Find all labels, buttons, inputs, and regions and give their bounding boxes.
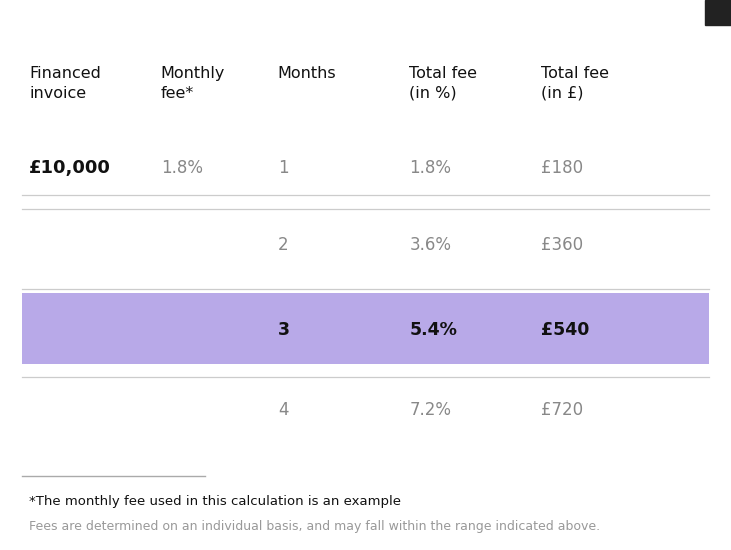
Text: 3.6%: 3.6% — [409, 236, 451, 254]
Text: Total fee
(in £): Total fee (in £) — [541, 66, 609, 101]
Text: Financed
invoice: Financed invoice — [29, 66, 101, 101]
Text: 1.8%: 1.8% — [409, 159, 451, 177]
Text: £720: £720 — [541, 401, 583, 419]
Text: £10,000: £10,000 — [29, 159, 111, 177]
Text: Monthly
fee*: Monthly fee* — [161, 66, 225, 101]
Text: 4: 4 — [278, 401, 288, 419]
Text: 7.2%: 7.2% — [409, 401, 451, 419]
Text: £360: £360 — [541, 236, 583, 254]
Text: £180: £180 — [541, 159, 583, 177]
Text: Months: Months — [278, 66, 336, 81]
Text: 3: 3 — [278, 321, 289, 339]
Text: 1.8%: 1.8% — [161, 159, 202, 177]
Text: 5.4%: 5.4% — [409, 321, 457, 339]
Text: £540: £540 — [541, 321, 589, 339]
Bar — [705, 0, 731, 25]
Text: 2: 2 — [278, 236, 289, 254]
FancyBboxPatch shape — [22, 293, 709, 364]
Text: 1: 1 — [278, 159, 289, 177]
Text: *The monthly fee used in this calculation is an example: *The monthly fee used in this calculatio… — [29, 495, 401, 508]
Text: Total fee
(in %): Total fee (in %) — [409, 66, 477, 101]
Text: Fees are determined on an individual basis, and may fall within the range indica: Fees are determined on an individual bas… — [29, 520, 600, 533]
